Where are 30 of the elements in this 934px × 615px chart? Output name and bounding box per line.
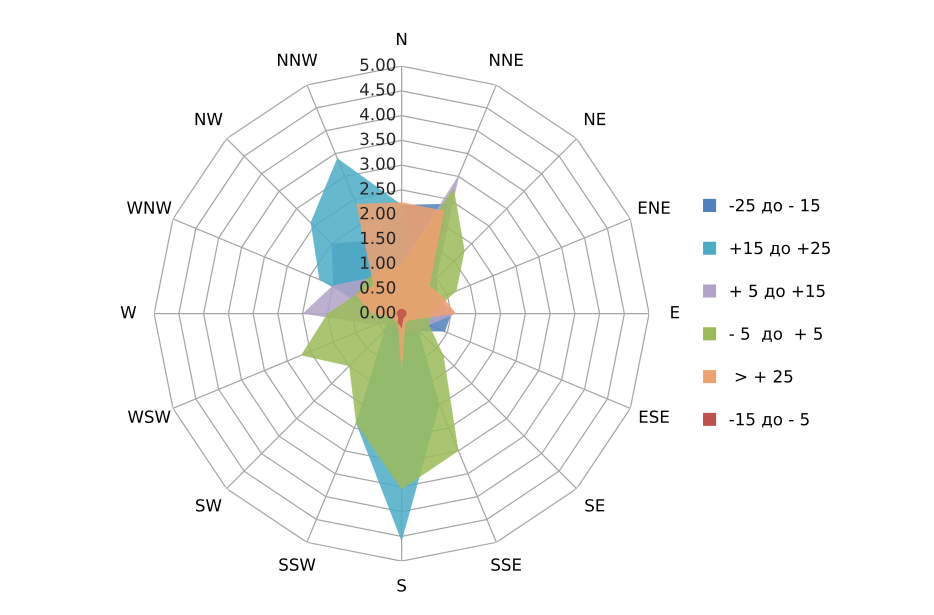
y-tick-label: 0.50: [360, 281, 396, 294]
y-tick-label: 2.00: [360, 206, 396, 220]
spoke-label: WSW: [128, 410, 170, 424]
legend-label: > + 25: [736, 370, 792, 383]
spoke-label: N: [397, 32, 406, 46]
spoke-label: NW: [196, 112, 222, 126]
y-tick-label: 4.50: [360, 83, 396, 96]
spoke-label: E: [671, 306, 680, 318]
spoke-label: W: [120, 306, 136, 318]
y-tick-label: 3.50: [360, 132, 396, 146]
spoke-label: NE: [584, 112, 606, 126]
legend-label: +15 до +25: [730, 242, 830, 256]
y-tick-label: 4.00: [360, 108, 396, 120]
y-tick-label: 5.00: [360, 58, 396, 71]
y-tick-label: 3.00: [360, 157, 396, 170]
legend-label: -15 до - 5: [730, 413, 809, 428]
spoke-label: S: [397, 579, 406, 592]
spoke-label: SSW: [279, 558, 316, 571]
spoke-label: SSE: [491, 558, 521, 571]
spoke-label: NNW: [278, 54, 318, 66]
legend-label: -25 до - 15: [730, 198, 820, 214]
spoke-label: ESE: [640, 410, 669, 424]
legend-label: + 5 до +15: [730, 284, 825, 300]
spoke-label: WNW: [127, 202, 172, 214]
y-tick-label: 0.00: [360, 306, 396, 318]
spoke-label: ENE: [638, 202, 670, 214]
legend-label: - 5 до + 5: [730, 327, 822, 342]
spoke-label: NNE: [490, 54, 523, 66]
spoke-label: SW: [196, 499, 222, 512]
spoke-label: SE: [585, 499, 604, 512]
